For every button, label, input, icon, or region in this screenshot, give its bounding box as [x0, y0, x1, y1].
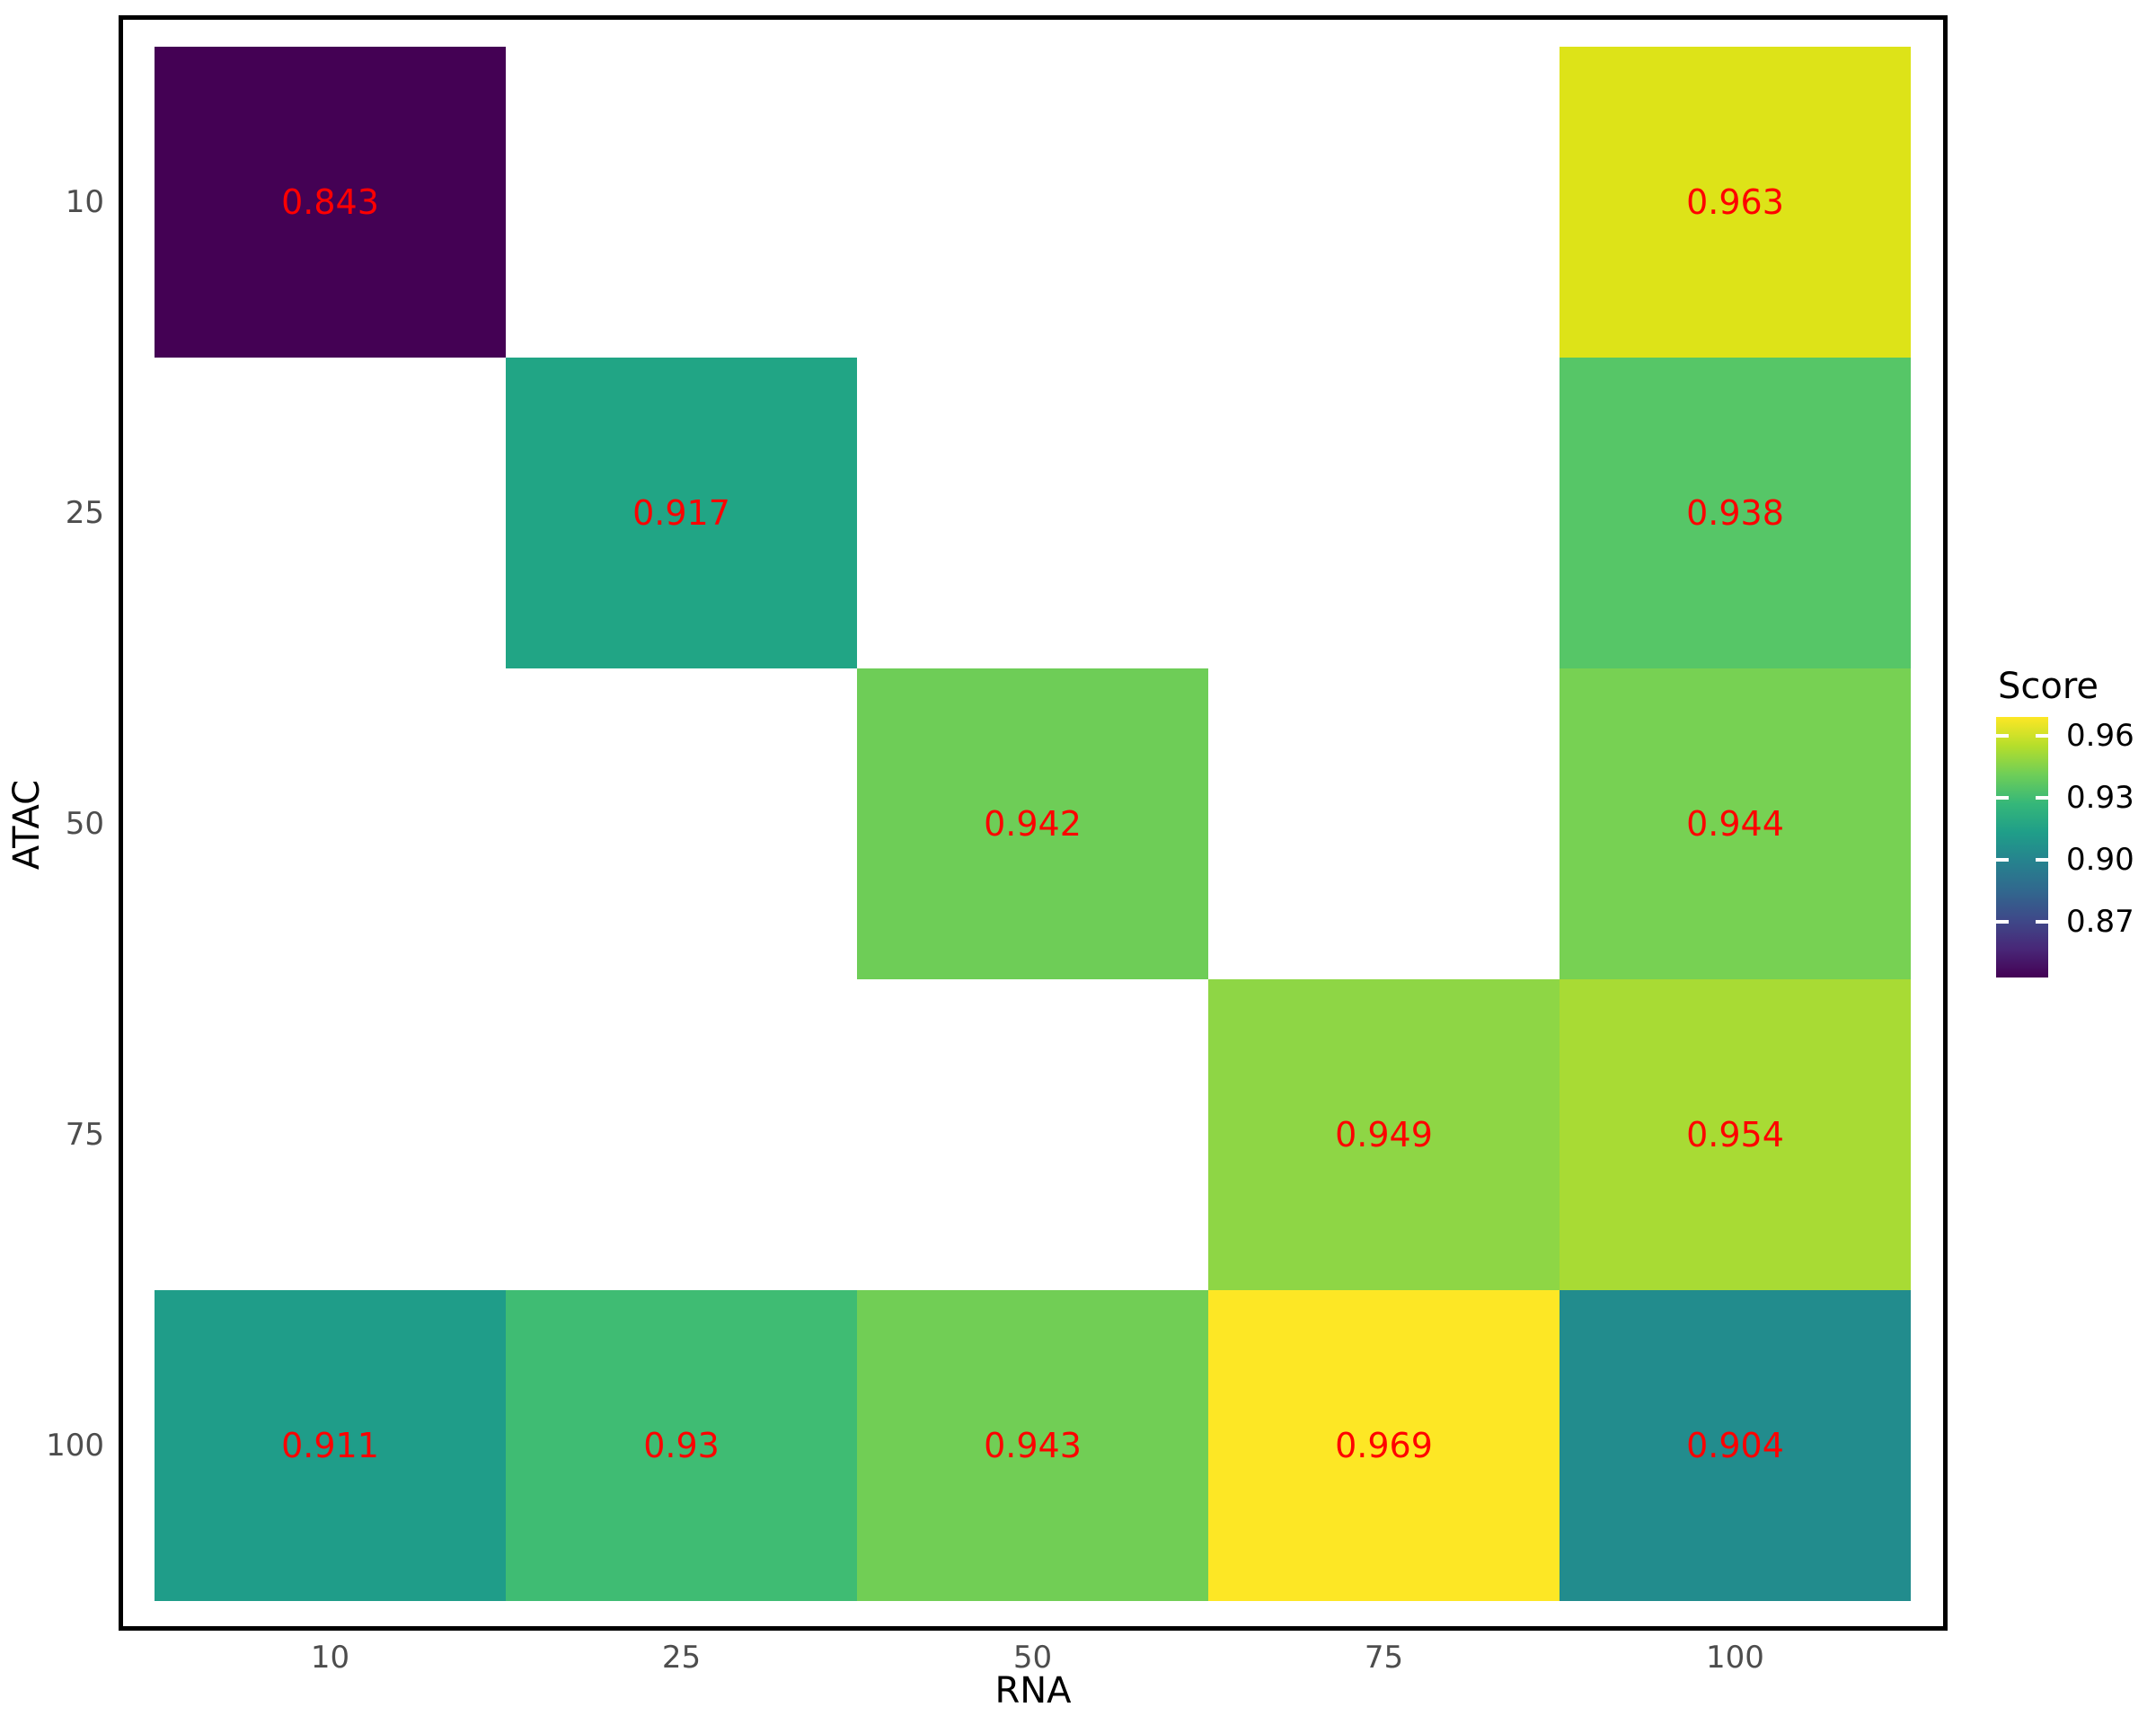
cell-value-label: 0.954	[1686, 1115, 1784, 1154]
cell-value-label: 0.963	[1686, 182, 1784, 222]
heatmap-cell: 0.93	[506, 1290, 857, 1601]
heatmap-cell: 0.938	[1560, 358, 1911, 668]
x-tick-label: 50	[1012, 1640, 1053, 1676]
cell-value-label: 0.949	[1335, 1115, 1433, 1154]
legend-colorbar	[1996, 717, 2048, 978]
cell-value-label: 0.843	[281, 182, 379, 222]
legend-tick-mark	[1996, 733, 2009, 738]
legend-tick-mark	[2036, 795, 2048, 800]
cell-value-label: 0.944	[1686, 804, 1784, 844]
plot-panel: 0.843 0.963 0.917 0.938 0.942 0.944 0.949 0.954…	[119, 15, 1948, 1631]
cell-value-label: 0.93	[643, 1426, 720, 1465]
heatmap-cell: 0.943	[857, 1290, 1208, 1601]
y-tick-label: 100	[46, 1428, 104, 1464]
heatmap-cell: 0.911	[155, 1290, 506, 1601]
cell-value-label: 0.917	[632, 493, 730, 533]
x-tick-label: 10	[310, 1640, 350, 1676]
cell-value-label: 0.938	[1686, 493, 1784, 533]
legend-tick-label: 0.96	[2066, 717, 2134, 754]
heatmap-cell: 0.969	[1208, 1290, 1560, 1601]
y-tick-label: 75	[65, 1117, 104, 1153]
x-axis-title: RNA	[994, 1670, 1072, 1712]
cell-value-label: 0.969	[1335, 1426, 1433, 1465]
legend: Score 0.96 0.93 0.90 0.87	[1976, 656, 2156, 997]
y-tick-label: 50	[65, 806, 104, 842]
legend-tick-label: 0.87	[2066, 903, 2134, 940]
y-tick-label: 10	[65, 184, 104, 220]
y-tick-label: 25	[65, 495, 104, 531]
legend-tick-mark	[2036, 919, 2048, 924]
y-axis-title: ATAC	[6, 779, 48, 871]
x-tick-label: 100	[1706, 1640, 1764, 1676]
cell-value-label: 0.942	[984, 804, 1082, 844]
legend-tick-mark	[1996, 795, 2009, 800]
legend-tick-mark	[2036, 733, 2048, 738]
legend-tick-mark	[1996, 919, 2009, 924]
heatmap-cell: 0.942	[857, 668, 1208, 979]
heatmap-cell: 0.944	[1560, 668, 1911, 979]
heatmap-cell: 0.843	[155, 47, 506, 358]
legend-tick-mark	[2036, 857, 2048, 862]
x-tick-label: 75	[1364, 1640, 1404, 1676]
heatmap-cell: 0.954	[1560, 979, 1911, 1290]
heatmap-cell: 0.963	[1560, 47, 1911, 358]
legend-tick-mark	[1996, 857, 2009, 862]
x-tick-label: 25	[661, 1640, 702, 1676]
heatmap-cell: 0.917	[506, 358, 857, 668]
heatmap-cell: 0.949	[1208, 979, 1560, 1290]
heatmap-cell: 0.904	[1560, 1290, 1911, 1601]
cell-value-label: 0.943	[984, 1426, 1082, 1465]
cell-value-label: 0.911	[281, 1426, 379, 1465]
legend-tick-label: 0.90	[2066, 841, 2134, 878]
cell-value-label: 0.904	[1686, 1426, 1784, 1465]
legend-tick-label: 0.93	[2066, 779, 2134, 816]
legend-title: Score	[1998, 666, 2099, 707]
